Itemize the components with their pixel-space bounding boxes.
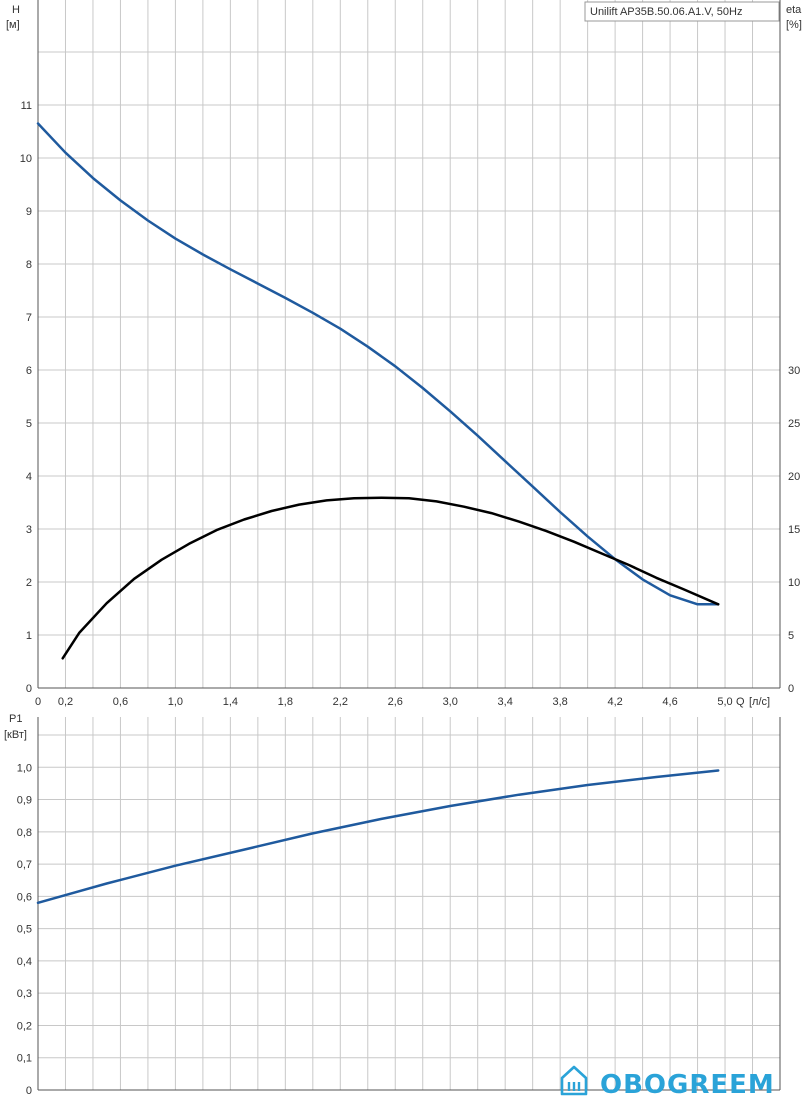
efficiency-tick-label: 20 (788, 471, 800, 483)
efficiency-curve (61, 496, 720, 660)
head-efficiency-panel: 0 1 2 3 4 5 6 7 8 9 10 11 0 5 10 15 20 25 30 0 0,2 0,6 1,0 1,… (6, 0, 802, 708)
efficiency-tick-label: 0 (788, 683, 794, 695)
house-radiator-icon (560, 1065, 588, 1096)
head-tick-label: 4 (26, 471, 32, 483)
flow-tick-label: 0,2 (58, 696, 73, 708)
top-curves (36, 122, 720, 660)
power-tick-label: 0,7 (17, 859, 32, 871)
efficiency-axis-label: eta (786, 4, 802, 16)
head-tick-label: 0 (26, 683, 32, 695)
power-curve (36, 769, 720, 905)
power-tick-label: 0,4 (17, 956, 32, 968)
flow-tick-labels: 0 0,2 0,6 1,0 1,4 1,8 2,2 2,6 3,0 3,4 3,8 4,2 4,6 5,0 (35, 696, 733, 708)
efficiency-tick-label: 5 (788, 630, 794, 642)
power-tick-label: 0,5 (17, 924, 32, 936)
flow-tick-label: 0 (35, 696, 41, 708)
power-tick-label: 0 (26, 1085, 32, 1097)
head-tick-label: 2 (26, 577, 32, 589)
flow-tick-label: 3,0 (443, 696, 458, 708)
head-curve (36, 122, 720, 606)
obogreem-logo: OBOGREEM (560, 1065, 775, 1100)
bottom-grid (38, 717, 781, 1090)
head-tick-label: 9 (26, 206, 32, 218)
head-tick-label: 3 (26, 524, 32, 536)
flow-axis-unit: [л/с] (749, 696, 770, 708)
efficiency-tick-label: 30 (788, 365, 800, 377)
top-grid (38, 0, 781, 688)
flow-tick-label: 3,4 (498, 696, 513, 708)
head-tick-label: 11 (21, 100, 32, 112)
bottom-curves (36, 769, 720, 905)
flow-tick-label: 1,8 (278, 696, 293, 708)
flow-tick-label: 2,2 (333, 696, 348, 708)
head-tick-label: 7 (26, 312, 32, 324)
power-tick-label: 0,6 (17, 891, 32, 903)
flow-tick-label: 0,6 (113, 696, 128, 708)
head-tick-label: 10 (20, 153, 32, 165)
flow-tick-label: 3,8 (552, 696, 567, 708)
efficiency-axis-unit: [%] (786, 19, 802, 31)
power-tick-label: 0,8 (17, 827, 32, 839)
flow-tick-label: 2,6 (388, 696, 403, 708)
efficiency-tick-label: 15 (788, 524, 800, 536)
flow-tick-label: 5,0 (717, 696, 732, 708)
head-tick-label: 1 (26, 630, 32, 642)
power-tick-label: 0,1 (17, 1053, 32, 1065)
efficiency-tick-labels: 0 5 10 15 20 25 30 (788, 365, 800, 695)
efficiency-tick-label: 10 (788, 577, 800, 589)
power-axis-label: P1 (9, 713, 22, 725)
chart-title: Unilift AP35B.50.06.A1.V, 50Hz (590, 6, 742, 18)
flow-tick-label: 4,6 (662, 696, 677, 708)
head-axis-label: H (12, 4, 20, 16)
chart-title-box (584, 1, 780, 22)
flow-tick-label: 4,2 (607, 696, 622, 708)
power-axis-unit: [кВт] (4, 729, 27, 741)
power-tick-label: 0,2 (17, 1020, 32, 1032)
flow-axis-label: Q (736, 696, 745, 708)
head-axis-unit: [м] (6, 19, 20, 31)
head-tick-label: 8 (26, 259, 32, 271)
head-tick-labels: 0 1 2 3 4 5 6 7 8 9 10 11 (20, 100, 32, 695)
head-tick-label: 5 (26, 418, 32, 430)
head-tick-label: 6 (26, 365, 32, 377)
power-panel: 0 0,1 0,2 0,3 0,4 0,5 0,6 0,7 0,8 0,9 1,0 P1 [кВт] (4, 713, 781, 1097)
power-tick-label: 0,3 (17, 988, 32, 1000)
power-tick-label: 0,9 (17, 795, 32, 807)
power-tick-labels: 0 0,1 0,2 0,3 0,4 0,5 0,6 0,7 0,8 0,9 1,0 (17, 762, 32, 1097)
flow-tick-label: 1,0 (168, 696, 183, 708)
efficiency-tick-label: 25 (788, 418, 800, 430)
power-tick-label: 1,0 (17, 762, 32, 774)
flow-tick-label: 1,4 (223, 696, 238, 708)
logo-text: OBOGREEM (600, 1070, 775, 1100)
